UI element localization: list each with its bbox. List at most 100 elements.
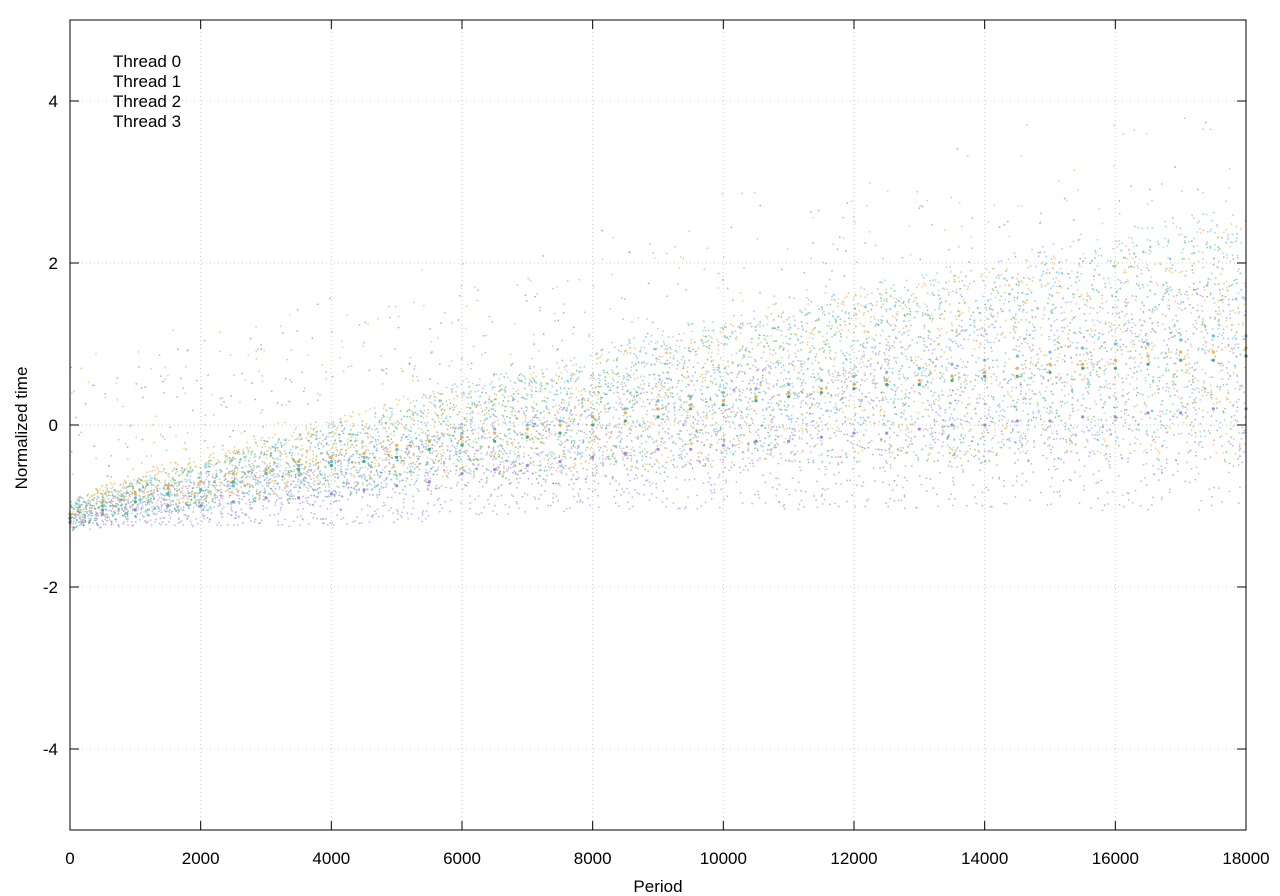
data-point [184,441,186,444]
data-point [916,364,918,367]
data-point [654,385,657,388]
data-point [974,378,977,381]
data-point [1176,410,1178,412]
data-point [355,444,358,447]
data-point [563,407,565,409]
data-point [547,504,550,507]
data-point [1051,393,1054,396]
data-point [793,324,796,327]
data-point [764,437,767,440]
data-point [122,521,125,524]
data-point [342,516,345,519]
data-point [1194,388,1196,391]
data-point [617,349,620,352]
data-point [96,524,99,527]
data-point [833,431,836,434]
data-point [881,319,884,322]
data-point [824,489,827,491]
data-point [1102,425,1104,428]
data-point [332,442,335,445]
data-point [931,435,934,438]
data-point [230,395,232,398]
data-point [163,488,166,491]
data-point [512,421,515,424]
data-point [302,495,305,498]
data-point [464,441,467,443]
data-point [356,471,359,474]
data-point [953,451,956,454]
data-point [552,492,555,495]
data-point [1191,392,1194,394]
data-point [818,385,820,388]
data-point [645,479,648,482]
data-point [1148,309,1151,311]
data-point [854,325,857,328]
data-point [891,371,894,374]
data-point [220,403,223,406]
data-point [97,496,100,499]
data-point [789,437,791,440]
data-point [1015,480,1018,483]
data-point [412,412,415,414]
data-point [943,310,946,313]
data-point [1201,317,1204,320]
data-point [1206,332,1209,334]
data-point [550,473,553,476]
data-point [810,210,812,213]
data-point [1008,300,1010,303]
data-point [527,477,530,480]
data-point [191,409,194,412]
data-point [984,303,987,306]
data-point [135,382,138,385]
data-point [755,431,757,433]
data-point [510,493,513,496]
data-point [603,404,606,407]
data-point [631,320,633,323]
data-point [949,348,951,351]
data-point [861,344,864,347]
data-point [1135,282,1138,285]
data-point [919,258,922,261]
data-point [798,503,801,506]
data-point [651,321,654,324]
data-point [692,427,695,429]
data-point [1135,394,1138,397]
data-point [846,479,849,482]
data-point [1214,283,1216,286]
data-point [420,421,423,424]
data-point [255,476,258,479]
data-point [299,514,302,517]
data-point [354,520,357,522]
data-point [954,399,957,402]
data-point [289,400,291,403]
data-point [789,452,792,455]
data-point [1123,409,1126,411]
data-point [220,512,223,515]
data-point [690,463,693,466]
data-point [721,403,725,407]
data-point [987,449,990,452]
data-point [601,457,604,460]
data-point [1089,371,1092,374]
data-point [828,373,831,376]
data-point [709,380,712,383]
data-point [956,466,959,469]
data-point [970,417,973,420]
data-point [198,476,200,479]
data-point [536,447,539,450]
data-point [717,438,720,441]
data-point [1058,342,1061,345]
data-point [778,408,781,411]
data-point [176,348,179,351]
data-point [846,202,849,204]
data-point [644,468,647,471]
data-point [388,461,391,464]
data-point [775,340,778,343]
data-point [1131,429,1134,432]
data-point [372,436,374,439]
data-point [1145,267,1148,269]
data-point [82,524,85,527]
data-point [588,454,591,457]
data-point [900,346,903,349]
data-point [514,446,517,449]
